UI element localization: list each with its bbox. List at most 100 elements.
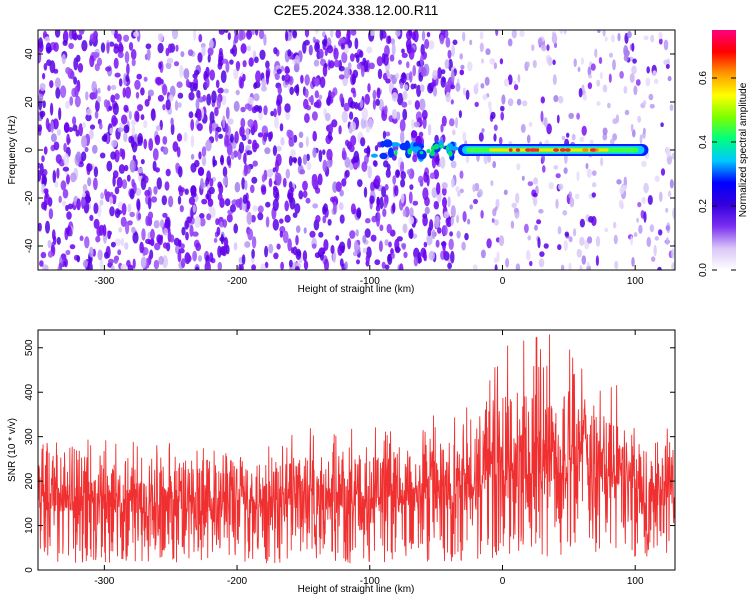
heatmap-cell [347, 62, 352, 70]
heatmap-cell [142, 247, 149, 256]
heatmap-cell [281, 74, 285, 82]
heatmap-cell [116, 176, 123, 189]
heatmap-cell [313, 59, 320, 67]
heatmap-cell [52, 170, 57, 183]
heatmap-cell [475, 82, 479, 89]
heatmap-cell [557, 244, 562, 251]
heatmap-cell [140, 87, 145, 96]
heatmap-cell [339, 258, 344, 267]
heatmap-cell [247, 139, 252, 145]
heatmap-cell [665, 207, 669, 213]
signal-blob [379, 152, 388, 160]
heatmap-cell [489, 106, 492, 115]
heatmap-cell [247, 96, 254, 105]
heatmap-cell [245, 127, 250, 140]
heatmap-cell [403, 84, 409, 90]
heatmap-cell [85, 113, 92, 122]
heatmap-cell [391, 108, 398, 120]
heatmap-cell [516, 163, 521, 171]
heatmap-cell [590, 63, 596, 71]
heatmap-cell [127, 203, 132, 213]
heatmap-cell [240, 106, 246, 113]
heatmap-cell [338, 125, 342, 135]
heatmap-cell [546, 44, 550, 51]
signal-peak [589, 148, 597, 152]
colorbar-gradient [712, 30, 736, 270]
heatmap-cell [227, 32, 231, 41]
heatmap-cell [77, 63, 84, 73]
heatmap-cell [96, 226, 102, 237]
heatmap-cell [451, 177, 455, 188]
heatmap-cell [337, 244, 343, 256]
heatmap-cell [413, 121, 420, 128]
heatmap-cell [122, 87, 127, 98]
heatmap-cell [293, 63, 300, 73]
heatmap-cell [375, 204, 381, 212]
heatmap-cell [390, 38, 395, 45]
heatmap-cell [418, 131, 424, 138]
heatmap-cell [225, 244, 230, 255]
spectrogram-x-label: Height of straight line (km) [298, 284, 415, 295]
heatmap-cell [624, 109, 630, 116]
heatmap-cell [243, 152, 247, 165]
heatmap-cell [326, 45, 334, 54]
heatmap-cell [299, 169, 306, 175]
heatmap-cell [154, 242, 161, 251]
heatmap-cell [165, 99, 171, 111]
heatmap-cell [573, 58, 577, 67]
heatmap-cell [215, 126, 222, 133]
heatmap-cell [146, 48, 151, 61]
heatmap-cell [546, 123, 552, 135]
heatmap-cell [56, 167, 60, 179]
heatmap-cell [324, 258, 329, 270]
heatmap-cell [464, 232, 469, 241]
snr-trace [38, 334, 675, 564]
heatmap-cell [47, 123, 52, 133]
heatmap-cell [272, 145, 277, 156]
heatmap-cell [381, 186, 387, 198]
heatmap-cell [239, 77, 244, 89]
heatmap-cell [392, 175, 397, 185]
heatmap-cell [162, 146, 169, 155]
heatmap-cell [660, 168, 666, 176]
heatmap-cell [40, 251, 47, 259]
heatmap-cell [440, 69, 446, 75]
heatmap-cell [408, 216, 415, 225]
heatmap-cell [166, 57, 174, 64]
heatmap-cell [391, 43, 396, 56]
heatmap-cell [241, 254, 246, 265]
heatmap-cell [633, 85, 638, 96]
heatmap-cell [245, 145, 251, 151]
heatmap-cell [164, 181, 170, 191]
signal-blob [387, 147, 394, 158]
heatmap-cell [558, 183, 564, 191]
heatmap-cell [295, 248, 302, 260]
heatmap-cell [95, 100, 100, 112]
heatmap-cell [55, 77, 61, 89]
heatmap-cell [365, 127, 370, 133]
heatmap-cell [484, 76, 490, 86]
heatmap-cell [311, 111, 318, 121]
heatmap-cell [75, 129, 80, 137]
heatmap-cell [314, 41, 320, 53]
heatmap-cell [614, 260, 619, 270]
heatmap-cell [56, 129, 62, 136]
heatmap-cell [528, 121, 533, 128]
heatmap-cell [194, 215, 201, 228]
heatmap-cell [209, 38, 214, 49]
heatmap-cell [290, 149, 296, 158]
heatmap-cell [46, 46, 52, 53]
heatmap-cell [555, 198, 559, 209]
heatmap-cell [330, 196, 335, 203]
y-tick-label: 40 [24, 48, 35, 60]
heatmap-cell [157, 42, 164, 54]
heatmap-cell [86, 108, 92, 116]
heatmap-cell [482, 94, 488, 100]
heatmap-cell [110, 264, 115, 270]
spectrogram-x-ticks: -300 -200 -100 0 100 [94, 30, 644, 287]
heatmap-cell [168, 195, 174, 208]
heatmap-cell [137, 212, 142, 220]
heatmap-cell [189, 224, 194, 237]
heatmap-cell [244, 180, 248, 191]
heatmap-cell [165, 168, 171, 177]
